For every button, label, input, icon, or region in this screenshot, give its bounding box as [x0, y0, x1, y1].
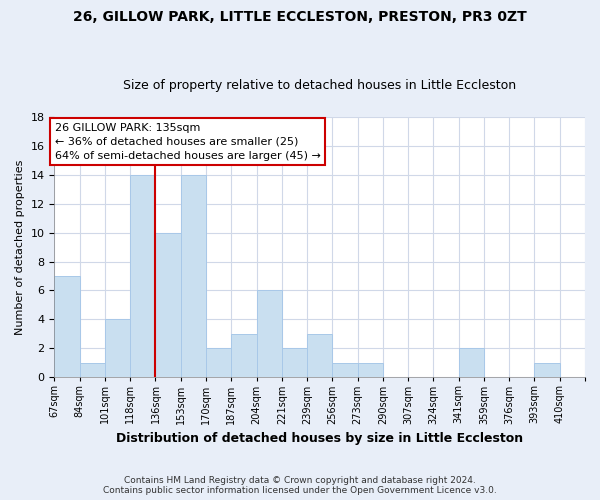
Bar [105, 320, 130, 378]
Bar [458, 348, 484, 378]
Bar [206, 348, 231, 378]
Bar [231, 334, 257, 378]
Bar [332, 363, 358, 378]
Bar [155, 232, 181, 378]
Bar [282, 348, 307, 378]
Bar [55, 276, 80, 378]
Text: Contains HM Land Registry data © Crown copyright and database right 2024.
Contai: Contains HM Land Registry data © Crown c… [103, 476, 497, 495]
Bar [181, 174, 206, 378]
Bar [535, 363, 560, 378]
Bar [358, 363, 383, 378]
Bar [257, 290, 282, 378]
Bar [130, 174, 155, 378]
Bar [80, 363, 105, 378]
Text: 26 GILLOW PARK: 135sqm
← 36% of detached houses are smaller (25)
64% of semi-det: 26 GILLOW PARK: 135sqm ← 36% of detached… [55, 122, 321, 160]
Y-axis label: Number of detached properties: Number of detached properties [15, 160, 25, 335]
Bar [307, 334, 332, 378]
Title: Size of property relative to detached houses in Little Eccleston: Size of property relative to detached ho… [123, 79, 516, 92]
X-axis label: Distribution of detached houses by size in Little Eccleston: Distribution of detached houses by size … [116, 432, 523, 445]
Text: 26, GILLOW PARK, LITTLE ECCLESTON, PRESTON, PR3 0ZT: 26, GILLOW PARK, LITTLE ECCLESTON, PREST… [73, 10, 527, 24]
